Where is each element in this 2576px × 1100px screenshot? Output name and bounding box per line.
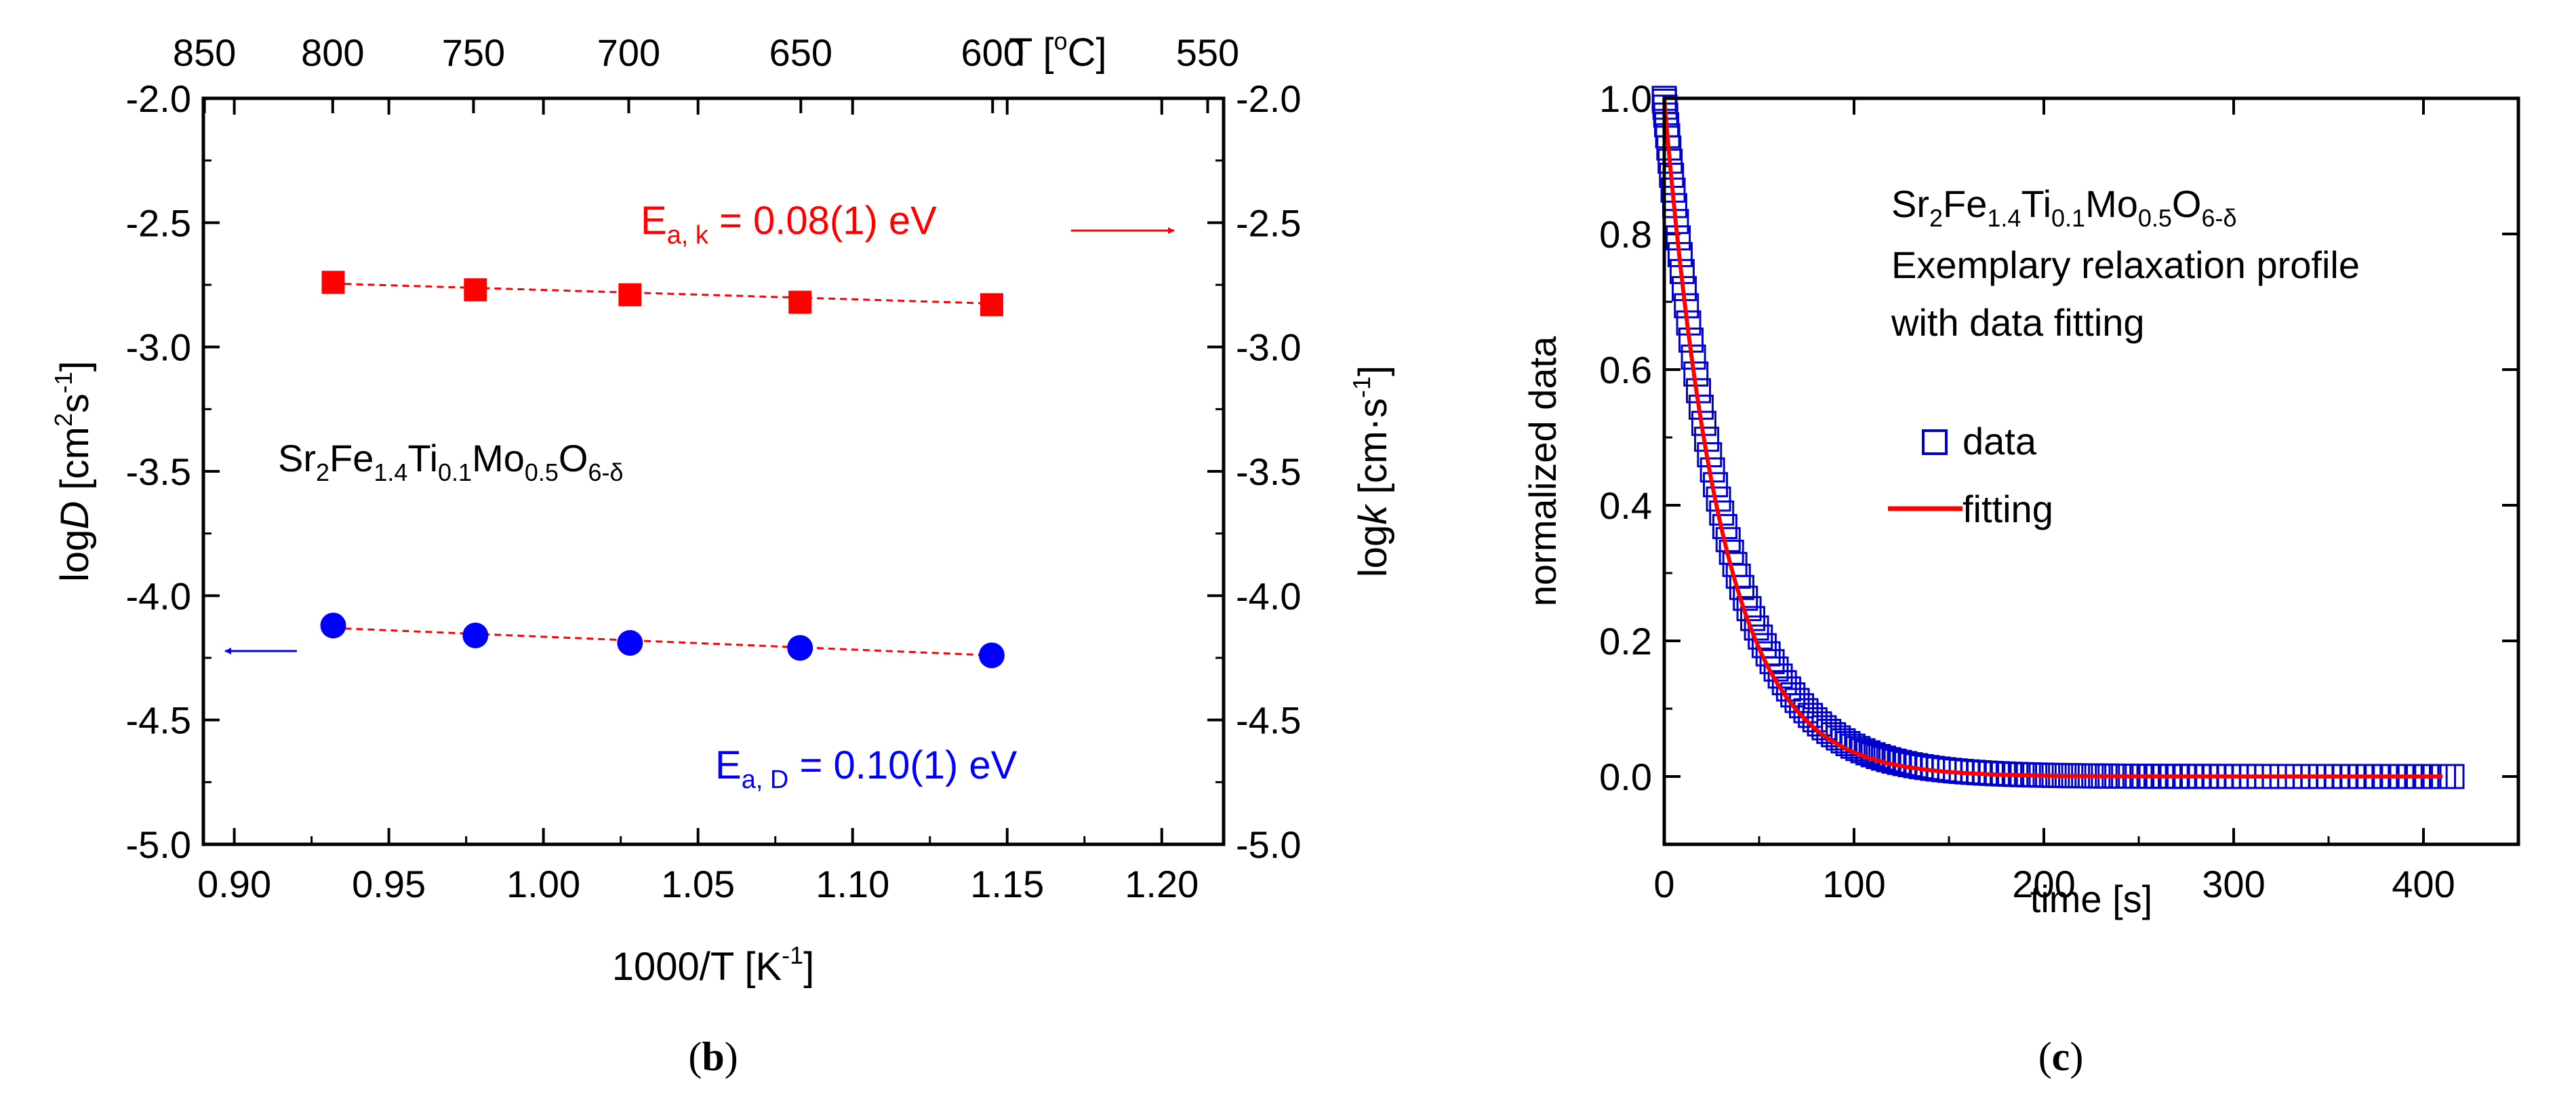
b-top-tick-label: 800 (301, 31, 364, 74)
c-ytick-label: 0.2 (1599, 620, 1652, 663)
panel-b-plot-frame (201, 96, 1226, 846)
panel-c-compound-label: Sr2Fe1.4Ti0.1Mo0.5O6-δ (1891, 182, 2237, 232)
c-xtick-label: 400 (2392, 863, 2455, 905)
panel-b-tick-labels: 0.90 0.95 1.00 1.05 1.10 1.15 1.20 -5.0 -5.0 -4.5… (126, 31, 1302, 905)
b-point-log-k (618, 283, 642, 307)
legend-data-marker (1922, 429, 1948, 455)
c-ytick-label: 0.6 (1599, 349, 1652, 391)
panel-b-ylabel-left: logD [cm2s-1] (49, 361, 97, 582)
b-top-tick-label: 600 (961, 31, 1024, 74)
panel-b-ea-d-annotation: Ea, D = 0.10(1) eV (715, 743, 1018, 794)
panel-b-caption: (b) (688, 1034, 738, 1079)
c-xtick-label: 0 (1653, 863, 1674, 905)
b-xtick-label: 1.10 (816, 863, 889, 905)
b-point-log-D (320, 612, 346, 639)
b-point-log-D (462, 623, 489, 648)
panel-b-top-axis-label: T [oC] (1009, 27, 1107, 75)
b-ytick-label-right: -5.0 (1236, 823, 1302, 866)
b-point-log-k (788, 290, 812, 314)
b-ytick-label-right: -3.5 (1236, 450, 1302, 493)
panel-c-description-line-1: Exemplary relaxation profile (1891, 243, 2360, 286)
c-ytick-label: 1.0 (1599, 77, 1652, 120)
panel-c-legend: data fitting (1888, 420, 2053, 530)
b-ytick-label-right: -3.0 (1236, 326, 1302, 369)
b-ytick-label-left: -2.5 (126, 201, 192, 244)
c-xtick-label: 200 (2012, 863, 2075, 905)
panel-b-ylabel-right: logk [cm·s-1] (1348, 366, 1395, 577)
b-ytick-label-right: -4.0 (1236, 574, 1302, 617)
b-ytick-label-left: -5.0 (126, 823, 192, 866)
c-fitting-curve (1662, 98, 2442, 779)
b-top-tick-label: 550 (1176, 31, 1239, 74)
c-ytick-label: 0.4 (1599, 484, 1652, 527)
b-point-log-k (464, 278, 487, 302)
panel-c-plot-frame (1662, 96, 2520, 846)
b-xtick-label: 0.90 (197, 863, 271, 905)
b-point-log-D (787, 635, 813, 661)
b-ytick-label-right: -2.0 (1236, 77, 1302, 120)
panel-c-ylabel: normalized data (1521, 336, 1564, 606)
b-ytick-label-left: -4.0 (126, 574, 192, 617)
panel-c-tick-labels: 0 100 200 300 400 0.0 0.2 0.4 0.6 0.8 1.0 (1599, 77, 2455, 905)
c-xtick-label: 300 (2202, 863, 2265, 905)
b-ytick-label-left: -2.0 (126, 77, 192, 120)
b-point-log-k (321, 271, 345, 294)
b-top-tick-label: 650 (769, 31, 832, 74)
panel-c-xlabel: time [s] (2030, 878, 2152, 920)
panel-b-xlabel: 1000/T [K-1] (612, 941, 815, 989)
panel-c-description-line-2: with data fitting (1891, 301, 2145, 344)
b-xtick-label: 1.20 (1125, 863, 1199, 905)
b-ytick-label-right: -2.5 (1236, 201, 1302, 244)
b-top-tick-label: 850 (173, 31, 236, 74)
panel-b-marks (320, 271, 1005, 669)
panel-c-caption: (c) (2038, 1034, 2084, 1079)
c-ytick-label: 0.0 (1599, 755, 1652, 798)
b-ytick-label-left: -3.0 (126, 326, 192, 369)
b-top-tick-label: 700 (597, 31, 660, 74)
b-xtick-label: 1.00 (506, 863, 580, 905)
b-top-tick-label: 750 (442, 31, 505, 74)
b-point-log-D (617, 630, 643, 656)
c-xtick-label: 100 (1822, 863, 1885, 905)
b-point-log-D (978, 642, 1005, 669)
b-ytick-label-left: -3.5 (126, 450, 192, 493)
b-xtick-label: 1.15 (970, 863, 1044, 905)
b-ytick-label-right: -4.5 (1236, 699, 1302, 742)
b-ytick-label-left: -4.5 (126, 699, 192, 742)
panel-c-ticks (1663, 97, 2518, 844)
b-xtick-label: 0.95 (352, 863, 426, 905)
panel-c-marks (1651, 85, 2465, 789)
b-xtick-label: 1.05 (661, 863, 735, 905)
b-fit-line-log-D (333, 627, 992, 656)
legend-fitting-label: fitting (1963, 488, 2053, 530)
b-point-log-k (980, 293, 1003, 317)
panel-b-arrhenius-plot: 0.90 0.95 1.00 1.05 1.10 1.15 1.20 -5.0 -5.0 -4.5… (49, 27, 1395, 1079)
panel-b-compound-label: Sr2Fe1.4Ti0.1Mo0.5O6-δ (278, 437, 624, 486)
b-fit-line-log-k (333, 282, 992, 305)
panel-c-relaxation-plot: 0 100 200 300 400 0.0 0.2 0.4 0.6 0.8 1.0 normaliz… (1521, 77, 2520, 1079)
c-ytick-label: 0.8 (1599, 213, 1652, 256)
c-data-point (2439, 764, 2465, 789)
panel-b-ea-k-annotation: Ea, k = 0.08(1) eV (641, 199, 937, 250)
legend-data-label: data (1963, 420, 2037, 463)
